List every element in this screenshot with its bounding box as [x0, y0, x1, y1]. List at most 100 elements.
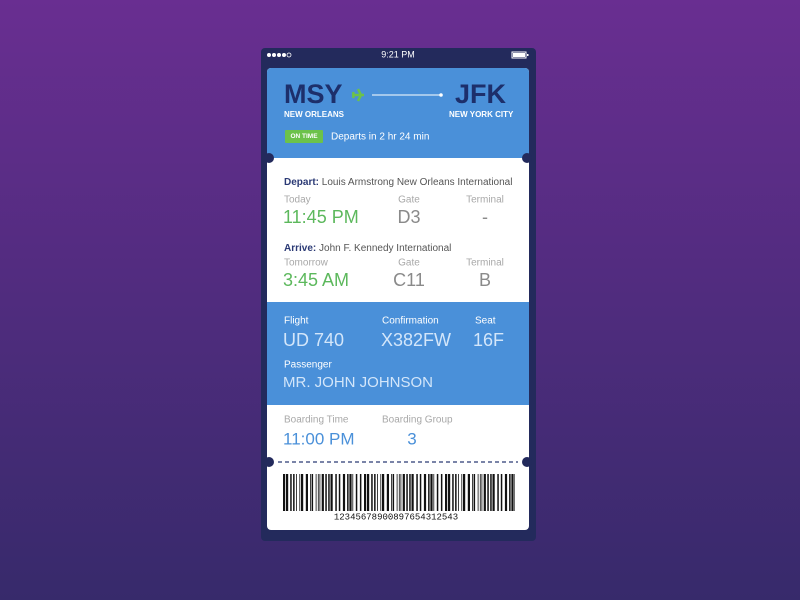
- ticket-card: [267, 68, 529, 530]
- depart-terminal: -: [482, 207, 488, 227]
- passenger-name: MR. JOHN JOHNSON: [283, 374, 433, 391]
- barcode-bar: [448, 474, 451, 511]
- barcode-bar: [392, 474, 395, 511]
- flight-label: Flight: [284, 316, 309, 327]
- ticket-header: [267, 68, 529, 158]
- barcode-bar: [315, 474, 317, 511]
- barcode-bar: [296, 474, 297, 511]
- destination-code: JFK: [455, 79, 507, 109]
- barcode-bar: [371, 474, 373, 511]
- boarding-group-label: Boarding Group: [382, 415, 453, 426]
- flight-section: [267, 302, 529, 405]
- notches: [264, 153, 532, 467]
- arrive-gate-label: Gate: [398, 258, 420, 269]
- barcode-bar: [377, 474, 378, 511]
- confirmation-label: Confirmation: [382, 316, 439, 327]
- battery-icon: [511, 51, 529, 59]
- barcode-bar: [349, 474, 352, 511]
- barcode-bar: [352, 474, 354, 511]
- barcode-bar: [416, 474, 418, 511]
- barcode-bar: [335, 474, 337, 511]
- barcode-bar: [396, 474, 398, 511]
- barcode-bar: [481, 474, 483, 511]
- arrive-day: Tomorrow: [284, 258, 329, 269]
- barcode: [283, 474, 515, 511]
- barcode-bar: [477, 474, 479, 511]
- barcode-bar: [301, 474, 304, 511]
- signal-icon: [267, 52, 292, 58]
- barcode-number: 12345678900897654312543: [334, 512, 458, 522]
- depart-gate: D3: [397, 207, 420, 227]
- flight-number: UD 740: [283, 330, 344, 350]
- depart-line: Depart: Louis Armstrong New Orleans Inte…: [284, 177, 512, 188]
- barcode-bar: [290, 474, 292, 511]
- barcode-bar: [310, 474, 311, 511]
- plane-icon: [351, 88, 364, 102]
- barcode-bar: [467, 474, 470, 511]
- barcode-bar: [514, 474, 515, 511]
- barcode-bar: [342, 474, 346, 511]
- barcode-bar: [445, 474, 448, 511]
- depart-terminal-label: Terminal: [466, 195, 504, 206]
- barcode-bar: [338, 474, 341, 511]
- barcode-bar: [328, 474, 330, 511]
- departs-text: Departs in 2 hr 24 min: [331, 132, 429, 143]
- barcode-bar: [299, 474, 301, 511]
- boarding-time: 11:00 PM: [283, 429, 355, 448]
- barcode-bar: [428, 474, 430, 511]
- arrive-label: Arrive:: [284, 243, 316, 254]
- barcode-bar: [380, 474, 382, 511]
- barcode-bar: [430, 474, 433, 511]
- passenger-label: Passenger: [284, 360, 332, 371]
- barcode-bar: [479, 474, 481, 511]
- barcode-bar: [455, 474, 457, 511]
- seat-label: Seat: [475, 316, 496, 327]
- boarding-group: 3: [407, 429, 416, 448]
- barcode-bar: [398, 474, 400, 511]
- arrive-gate: C11: [393, 270, 425, 290]
- barcode-bar: [487, 474, 489, 511]
- barcode-bar: [433, 474, 435, 511]
- barcode-bar: [461, 474, 463, 511]
- barcode-bar: [325, 474, 327, 511]
- depart-day: Today: [284, 195, 311, 206]
- barcode-bar: [483, 474, 486, 511]
- barcode-bar: [400, 474, 402, 511]
- barcode-bar: [305, 474, 308, 511]
- barcode-bar: [283, 474, 286, 511]
- barcode-bar: [367, 474, 370, 511]
- barcode-bar: [411, 474, 414, 511]
- barcode-bar: [293, 474, 295, 511]
- barcode-bar: [504, 474, 508, 511]
- route-dot: [439, 93, 443, 97]
- confirmation-code: X382FW: [381, 330, 451, 350]
- arrive-airport: John F. Kennedy International: [319, 243, 451, 254]
- barcode-bar: [473, 474, 476, 511]
- barcode-bar: [409, 474, 411, 511]
- barcode-bar: [374, 474, 376, 511]
- boarding-time-label: Boarding Time: [284, 415, 349, 426]
- barcode-bar: [509, 474, 511, 511]
- barcode-bar: [359, 474, 362, 511]
- barcode-bar: [423, 474, 427, 511]
- barcode-bar: [497, 474, 499, 511]
- barcode-bar: [440, 474, 443, 511]
- depart-time: 11:45 PM: [283, 207, 359, 227]
- barcode-bar: [406, 474, 408, 511]
- barcode-bar: [286, 474, 289, 511]
- barcode-bar: [458, 474, 459, 511]
- barcode-bar: [452, 474, 454, 511]
- barcode-bar: [436, 474, 439, 511]
- barcode-bar: [492, 474, 495, 511]
- barcode-bar: [386, 474, 389, 511]
- barcode-bar: [490, 474, 492, 511]
- barcode-bar: [311, 474, 314, 511]
- barcode-bar: [330, 474, 333, 511]
- barcode-bar: [463, 474, 466, 511]
- barcode-bar: [419, 474, 422, 511]
- status-time: 9:21 PM: [381, 49, 415, 59]
- destination-city: NEW YORK CITY: [449, 110, 514, 119]
- barcode-bar: [382, 474, 385, 511]
